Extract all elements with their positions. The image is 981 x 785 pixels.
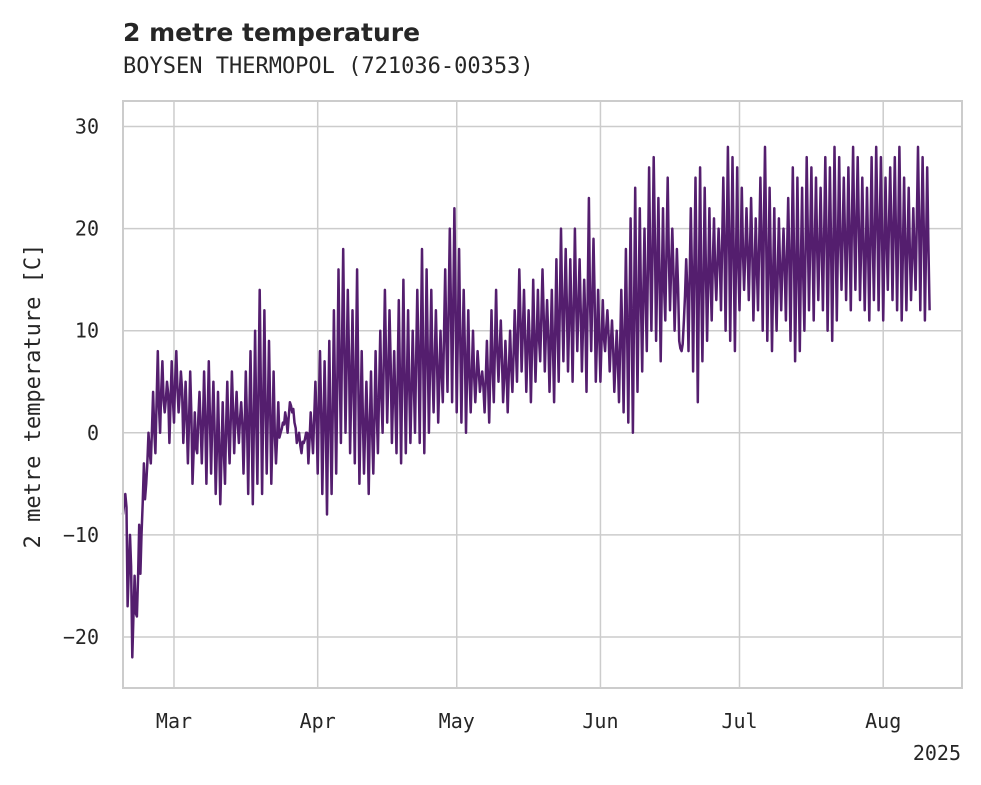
y-axis-label: 2 metre temperature [C] xyxy=(21,244,46,549)
y-tick-label: 20 xyxy=(75,217,99,241)
y-axis-ticks: 30 20 10 0 −10 −20 xyxy=(63,115,99,649)
chart-subtitle: BOYSEN THERMOPOL (721036-00353) xyxy=(123,54,534,79)
series-layer xyxy=(121,145,931,659)
y-tick-label: −20 xyxy=(63,625,99,649)
y-tick-label: 30 xyxy=(75,115,99,139)
x-tick-label: May xyxy=(439,709,475,733)
x-tick-label: Aug xyxy=(865,709,901,733)
x-tick-label: Jul xyxy=(721,709,757,733)
x-tick-label: Apr xyxy=(300,709,336,733)
x-tick-label: Mar xyxy=(156,709,192,733)
y-tick-label: −10 xyxy=(63,523,99,547)
x-axis-ticks: Mar Apr May Jun Jul Aug xyxy=(156,709,901,733)
temperature-series-line xyxy=(121,145,931,659)
x-tick-label: Jun xyxy=(582,709,618,733)
plot-frame xyxy=(122,100,963,689)
y-tick-label: 0 xyxy=(87,421,99,445)
chart-title: 2 metre temperature xyxy=(123,18,420,47)
x-axis-year-label: 2025 xyxy=(913,741,961,765)
y-tick-label: 10 xyxy=(75,319,99,343)
